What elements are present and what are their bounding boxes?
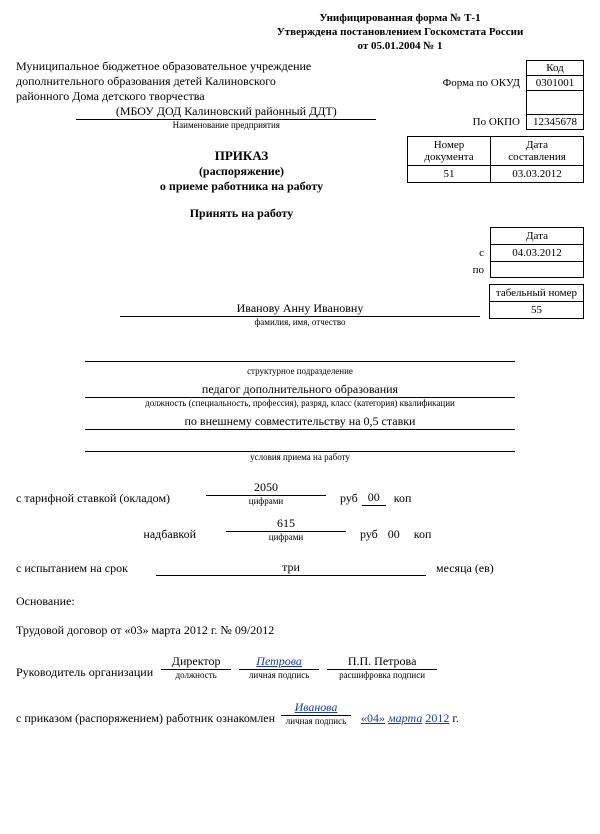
ack-sub: личная подпись	[281, 716, 351, 726]
signer-sub1: должность	[161, 670, 231, 680]
org-line1: Муниципальное бюджетное образовательное …	[16, 59, 437, 74]
tariff-sub: цифрами	[196, 496, 336, 506]
trial-val: три	[156, 560, 426, 576]
trial-block: с испытанием на срок три месяца (ев)	[16, 560, 584, 576]
okud-label: Форма по ОКУД	[437, 76, 527, 91]
org-line2: дополнительного образования детей Калино…	[16, 74, 437, 89]
bonus-kop: 00	[382, 527, 406, 542]
okpo-val: 12345678	[527, 115, 584, 130]
period-to-label: по	[467, 262, 491, 278]
bonus-label: надбавкой	[16, 527, 216, 542]
signer-decr: П.П. Петрова	[327, 654, 437, 670]
kod-label: Код	[527, 61, 584, 76]
docdate-label: Дата составления	[491, 137, 584, 166]
position-val: педагог дополнительного образования	[85, 382, 515, 398]
conditions-sub: условия приема на работу	[16, 452, 584, 462]
org-block: Муниципальное бюджетное образовательное …	[16, 59, 437, 130]
title-action: Принять на работу	[76, 206, 407, 221]
fio-sub: фамилия, имя, отчество	[16, 317, 584, 327]
conditions-val: по внешнему совместительству на 0,5 став…	[85, 414, 515, 430]
signer-post: Директор	[161, 654, 231, 670]
period-block: Дата с04.03.2012 по	[16, 227, 584, 278]
period-to	[491, 262, 584, 278]
title-prikaz: ПРИКАЗ	[76, 148, 407, 164]
form-line2: Утверждена постановлением Госкомстата Ро…	[216, 26, 584, 40]
okud-val: 0301001	[527, 76, 584, 91]
title-row: ПРИКАЗ (распоряжение) о приеме работника…	[16, 136, 584, 221]
org-short: (МБОУ ДОД Калиновский районный ДДТ)	[76, 104, 376, 120]
fio: Иванову Анну Ивановну	[120, 301, 480, 317]
conditions-block2: условия приема на работу	[16, 436, 584, 462]
form-line3: от 05.01.2004 № 1	[216, 40, 584, 54]
period-from: 04.03.2012	[491, 245, 584, 262]
salary-block: с тарифной ставкой (окладом) 2050 цифрам…	[16, 480, 584, 542]
ack-y: 2012	[425, 711, 449, 725]
org-sub: Наименование предприятия	[16, 120, 437, 130]
dept-val	[85, 361, 515, 362]
trial-suffix: месяца (ев)	[436, 561, 494, 576]
position-block: педагог дополнительного образования долж…	[16, 382, 584, 408]
signer-row: Руководитель организации Директор должно…	[16, 654, 584, 680]
conditions-blank	[85, 436, 515, 452]
docnum-label: Номер документа	[408, 137, 491, 166]
docnum-val: 51	[408, 166, 491, 183]
docdate-val: 03.03.2012	[491, 166, 584, 183]
title-block: ПРИКАЗ (распоряжение) о приеме работника…	[16, 136, 407, 221]
period-from-label: с	[467, 245, 491, 262]
org-codes-row: Муниципальное бюджетное образовательное …	[16, 59, 584, 130]
kop2: коп	[414, 527, 432, 542]
ack-g: г.	[452, 711, 459, 725]
title-rasp: (распоряжение)	[76, 164, 407, 179]
okpo-label: По ОКПО	[437, 115, 527, 130]
rub1: руб	[340, 491, 358, 506]
signer-label: Руководитель организации	[16, 665, 153, 680]
trial-label: с испытанием на срок	[16, 561, 156, 576]
fio-block: Иванову Анну Ивановну фамилия, имя, отче…	[16, 301, 584, 327]
position-sub: должность (специальность, профессия), ра…	[16, 398, 584, 408]
form-line1: Унифицированная форма № Т-1	[216, 12, 584, 26]
tariff-label: с тарифной ставкой (окладом)	[16, 491, 196, 506]
dept-sub: структурное подразделение	[16, 366, 584, 376]
form-header: Унифицированная форма № Т-1 Утверждена п…	[216, 12, 584, 53]
tariff-val: 2050	[206, 480, 326, 496]
conditions-block: по внешнему совместительству на 0,5 став…	[16, 414, 584, 430]
codes-block: Код Форма по ОКУД0301001 По ОКПО12345678	[437, 60, 584, 130]
ack-prefix: с приказом (распоряжением) работник озна…	[16, 711, 275, 726]
tabnum-label: табельный номер	[489, 285, 583, 302]
ack-sign: Иванова	[281, 700, 351, 716]
basis-contract: Трудовой договор от «03» марта 2012 г. №…	[16, 623, 584, 638]
signer-sub2: личная подпись	[239, 670, 319, 680]
docbox: Номер документа Дата составления 51 03.0…	[407, 136, 584, 183]
rub2: руб	[360, 527, 378, 542]
dept-block: структурное подразделение	[16, 351, 584, 376]
ack-row: с приказом (распоряжением) работник озна…	[16, 700, 584, 726]
org-line3: районного Дома детского творчества	[16, 89, 437, 104]
period-date-label: Дата	[491, 228, 584, 245]
basis-label: Основание:	[16, 594, 584, 609]
bonus-val: 615	[226, 516, 346, 532]
basis-block: Основание: Трудовой договор от «03» март…	[16, 594, 584, 638]
kop1: коп	[394, 491, 412, 506]
signer-sign: Петрова	[239, 654, 319, 670]
signer-sub3: расшифровка подписи	[327, 670, 437, 680]
ack-m: марта	[388, 711, 422, 725]
tariff-kop: 00	[362, 490, 386, 506]
bonus-sub: цифрами	[216, 532, 356, 542]
title-subj: о приеме работника на работу	[76, 179, 407, 194]
ack-d: «04»	[361, 711, 385, 725]
